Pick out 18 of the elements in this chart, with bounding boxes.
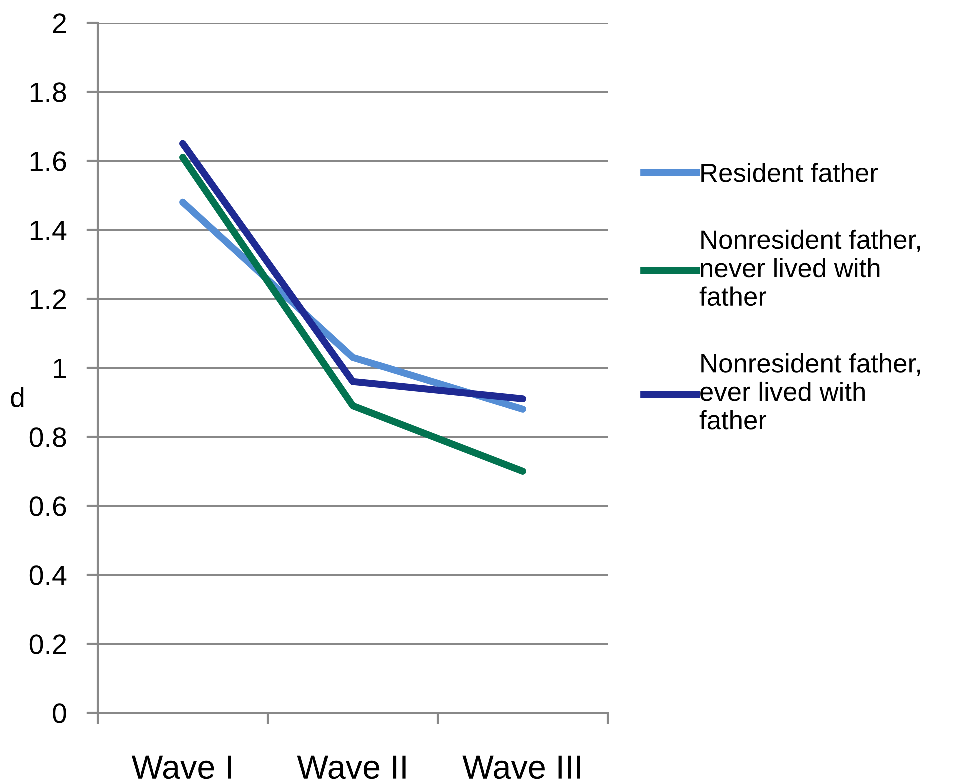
y-tick-label: 1.4: [30, 220, 67, 240]
y-tick-label: 0.4: [30, 566, 67, 586]
y-tick-label: 0.8: [30, 428, 66, 448]
legend-label: Nonresident father, ever lived with father: [700, 354, 920, 430]
y-tick-label: 0: [53, 704, 66, 724]
y-axis-title: d: [11, 387, 24, 408]
x-tick-label: Wave I: [132, 756, 232, 780]
y-tick-label: 2: [53, 14, 66, 34]
y-tick-label: 0.2: [30, 634, 66, 654]
legend-label: Resident father: [702, 163, 878, 182]
x-tick-label: Wave II: [297, 756, 406, 780]
legend-label: Nonresident father, never lived with father: [700, 230, 920, 306]
y-tick-label: 1: [54, 358, 66, 378]
x-tick-label: Wave III: [462, 756, 580, 780]
y-tick-label: 0.6: [30, 496, 66, 516]
y-tick-label: 1.6: [30, 152, 66, 172]
y-tick-label: 1.2: [30, 290, 66, 310]
y-tick-label: 1.8: [30, 82, 66, 102]
